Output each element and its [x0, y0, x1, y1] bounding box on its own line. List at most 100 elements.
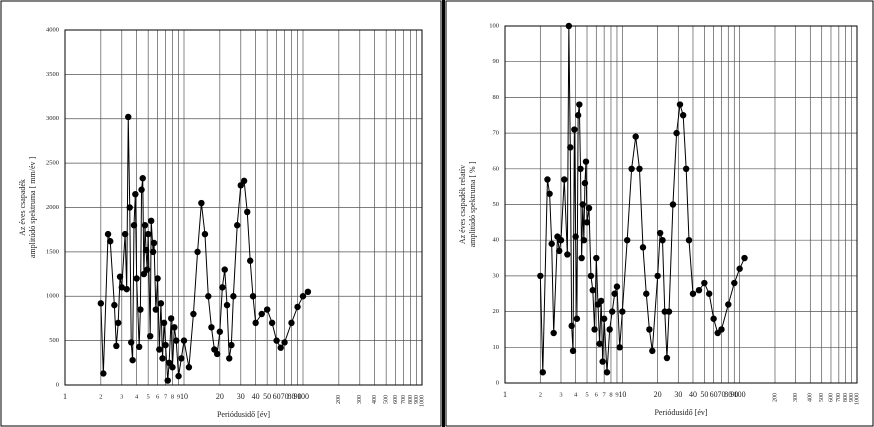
- x-tick-label: 100: [297, 392, 309, 401]
- data-point: [143, 266, 151, 273]
- x-tick-label: 4: [574, 391, 578, 398]
- data-point: [144, 230, 152, 238]
- data-point: [221, 266, 228, 273]
- x-tick-label: 300: [793, 393, 799, 402]
- data-point: [277, 344, 284, 351]
- data-point: [573, 315, 581, 322]
- left-panel: [0, 0, 442, 427]
- data-point: [682, 165, 690, 172]
- data-point: [185, 364, 193, 371]
- x-tick-label: 40: [689, 390, 697, 399]
- data-point: [281, 339, 288, 346]
- x-tick-label: 3: [120, 393, 123, 400]
- data-point: [673, 129, 680, 137]
- y-tick-label: 2500: [46, 160, 59, 167]
- data-point: [689, 290, 697, 297]
- data-point: [118, 284, 125, 291]
- data-point: [154, 275, 161, 282]
- data-point: [171, 324, 178, 331]
- x-tick-label: 500: [819, 393, 825, 402]
- data-point: [165, 359, 173, 367]
- data-point: [710, 315, 717, 322]
- data-point: [741, 254, 748, 262]
- data-point: [137, 306, 144, 313]
- y-tick-label: 0: [496, 379, 499, 386]
- data-point: [173, 337, 180, 344]
- y-axis-label: amplitúdó spektruma [ mm/év ]: [28, 157, 37, 259]
- x-tick-label: 400: [808, 393, 814, 402]
- x-tick-label: 100: [734, 390, 746, 399]
- data-point: [701, 279, 708, 287]
- data-point: [126, 204, 133, 211]
- data-point: [150, 239, 158, 247]
- data-point: [141, 222, 149, 229]
- x-tick-label: 6: [156, 393, 160, 400]
- data-point: [557, 237, 565, 244]
- y-tick-label: 4000: [46, 26, 59, 33]
- data-point: [654, 272, 661, 280]
- x-tick-label: 10: [618, 390, 626, 399]
- data-point: [147, 217, 155, 225]
- x-tick-label: 300: [357, 395, 363, 404]
- y-axis-label: Az éves csapadék relatív: [458, 165, 467, 244]
- x-tick-label: 3: [559, 391, 562, 398]
- data-point: [294, 303, 301, 311]
- data-point: [685, 237, 693, 244]
- x-tick-label: 9: [615, 391, 618, 398]
- data-point: [113, 342, 120, 350]
- data-point: [556, 247, 563, 255]
- data-point: [180, 337, 188, 344]
- x-tick-label: 9: [177, 393, 180, 400]
- data-point: [649, 347, 656, 355]
- data-point: [258, 310, 265, 318]
- x-tick-label: 4: [135, 393, 139, 400]
- data-point: [706, 290, 713, 297]
- data-point: [213, 350, 221, 358]
- data-point: [178, 355, 185, 362]
- x-tick-label: 7: [164, 393, 168, 400]
- y-tick-label: 1000: [46, 293, 59, 300]
- data-point: [582, 158, 590, 165]
- x-tick-label: 1: [503, 390, 507, 399]
- x-tick-label: 600: [828, 393, 834, 402]
- data-point: [574, 112, 582, 119]
- data-point: [599, 358, 606, 365]
- y-axis-label: amplitúdó spektruma [ % ]: [468, 161, 477, 247]
- x-tick-label: 700: [836, 393, 842, 402]
- data-point: [240, 177, 248, 185]
- data-point: [132, 190, 139, 198]
- data-point: [135, 343, 143, 351]
- data-point: [544, 176, 551, 183]
- x-tick-label: 90: [294, 392, 302, 401]
- x-tick-label: 200: [336, 395, 342, 404]
- data-point: [100, 370, 107, 377]
- data-point: [228, 341, 235, 349]
- x-tick-label: 20: [654, 390, 662, 399]
- data-point: [725, 301, 732, 308]
- data-point: [190, 310, 197, 318]
- data-point: [591, 326, 598, 333]
- data-point: [663, 354, 671, 362]
- data-point: [579, 201, 586, 208]
- data-point: [159, 355, 166, 362]
- x-tick-label: 200: [772, 393, 778, 402]
- x-tick-label: 1: [63, 392, 67, 401]
- data-point: [152, 306, 160, 313]
- x-tick-label: 60: [273, 392, 281, 401]
- y-tick-label: 90: [493, 58, 500, 65]
- data-point: [97, 300, 105, 307]
- data-point: [198, 199, 205, 207]
- y-tick-label: 70: [493, 130, 500, 137]
- data-point: [157, 300, 165, 307]
- x-tick-label: 90: [730, 390, 738, 399]
- x-tick-label: 70: [717, 390, 725, 399]
- data-point: [589, 286, 596, 294]
- data-point: [561, 176, 568, 183]
- data-point: [138, 186, 145, 193]
- data-point: [616, 344, 623, 351]
- data-point: [219, 284, 226, 291]
- data-point: [580, 237, 588, 244]
- data-point: [115, 319, 122, 327]
- y-tick-label: 1500: [46, 248, 59, 255]
- x-tick-label: 30: [237, 392, 245, 401]
